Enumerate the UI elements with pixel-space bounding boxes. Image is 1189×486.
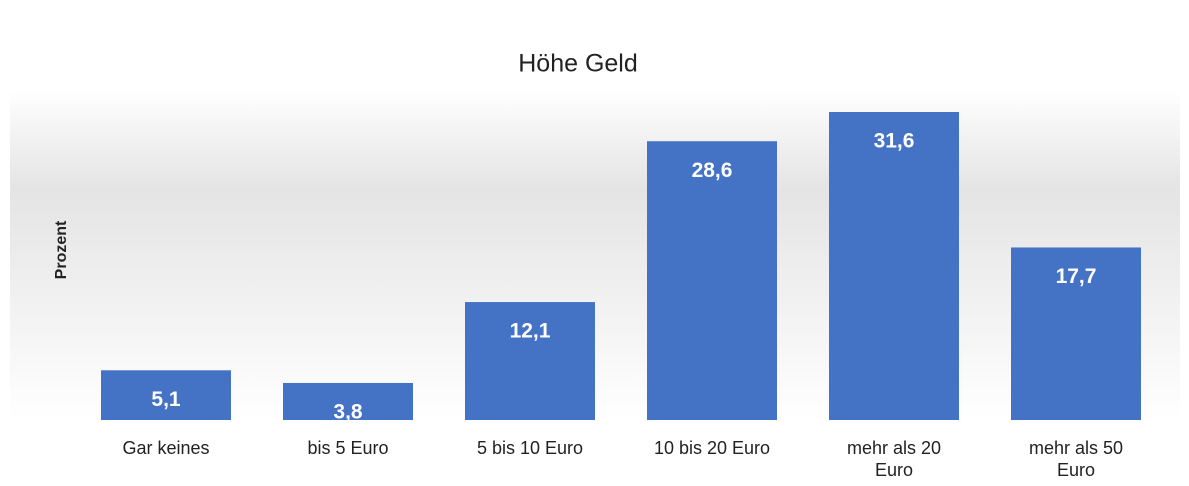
bar bbox=[1011, 247, 1141, 420]
data-label: 17,7 bbox=[1056, 265, 1097, 288]
bar bbox=[283, 382, 413, 420]
chart-title: Höhe Geld bbox=[518, 50, 638, 78]
x-tick-label: mehr als 50 Euro bbox=[1028, 438, 1124, 480]
data-label: 5,1 bbox=[151, 388, 181, 411]
data-label: 31,6 bbox=[874, 130, 915, 153]
x-tick-label: 5 bis 10 Euro bbox=[476, 438, 584, 458]
bar bbox=[829, 112, 959, 420]
bar bbox=[647, 141, 777, 420]
x-tick-label: 10 bis 20 Euro bbox=[653, 438, 771, 458]
bar bbox=[101, 370, 231, 420]
data-label: 28,6 bbox=[692, 159, 733, 182]
x-tick-label: Gar keines bbox=[122, 438, 210, 458]
x-tick-label: bis 5 Euro bbox=[307, 438, 389, 458]
x-tick-label: mehr als 20 Euro bbox=[846, 438, 942, 480]
data-label: 12,1 bbox=[510, 320, 551, 343]
data-label: 3,8 bbox=[333, 401, 363, 424]
y-axis-label: Prozent bbox=[53, 220, 70, 279]
bar bbox=[465, 302, 595, 420]
